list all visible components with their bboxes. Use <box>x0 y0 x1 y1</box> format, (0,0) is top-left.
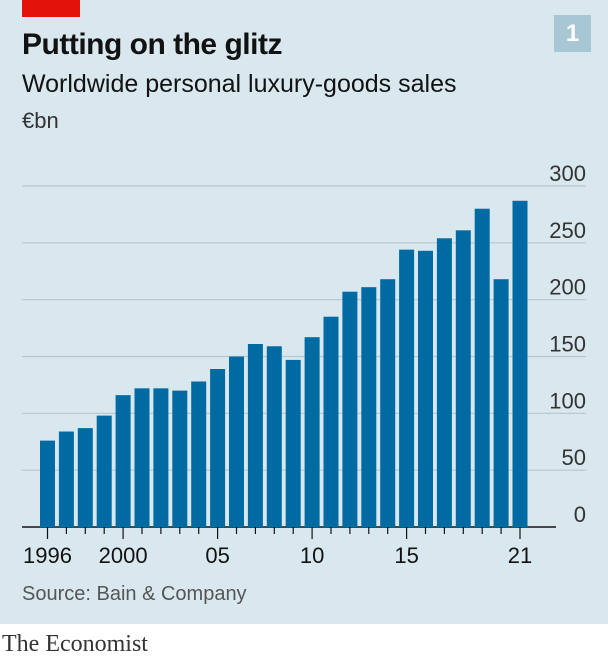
bar-2019 <box>474 208 490 527</box>
bar-2012 <box>342 291 358 527</box>
bar-2011 <box>323 316 339 527</box>
source-note: Source: Bain & Company <box>22 583 247 605</box>
chart-unit: €bn <box>22 108 59 133</box>
y-tick-labels: 0 50 100 150 200 250 300 <box>549 161 586 527</box>
bars <box>40 200 528 528</box>
y-tick-label: 300 <box>549 161 586 186</box>
bar-2021 <box>512 200 528 527</box>
publisher-logo: The Economist <box>2 631 148 657</box>
x-tick-label: 1996 <box>23 543 72 568</box>
bar-1999 <box>96 415 112 527</box>
x-tick-label: 05 <box>205 543 229 568</box>
bar-2020 <box>493 279 509 527</box>
x-tick-label: 15 <box>394 543 418 568</box>
y-tick-label: 200 <box>549 275 586 300</box>
bar-2014 <box>380 279 396 527</box>
bar-2000 <box>115 395 131 527</box>
chart-subtitle: Worldwide personal luxury-goods sales <box>22 70 457 98</box>
x-tick-label: 10 <box>300 543 324 568</box>
y-tick-label: 150 <box>549 332 586 357</box>
bar-2015 <box>399 249 415 528</box>
bar-2016 <box>418 250 433 528</box>
y-tick-label: 50 <box>562 445 586 470</box>
bar-2017 <box>436 238 452 527</box>
bar-1996 <box>40 440 55 527</box>
bar-2006 <box>229 356 244 527</box>
x-tick-label: 21 <box>508 543 532 568</box>
x-tick-label: 2000 <box>99 543 148 568</box>
y-tick-label: 0 <box>574 502 586 527</box>
bar-2001 <box>134 388 150 527</box>
bar-2013 <box>361 287 377 527</box>
bar-1997 <box>58 431 74 527</box>
bar-1998 <box>77 428 93 527</box>
chart-number-badge: 1 <box>554 15 591 52</box>
bar-chart: 0 50 100 150 200 250 300 1996 2000 05 10 15 21 <box>22 161 586 568</box>
bar-2005 <box>210 369 226 527</box>
brand-red-tag <box>22 0 80 17</box>
y-tick-label: 100 <box>549 388 586 413</box>
bar-2008 <box>266 346 282 527</box>
bar-2004 <box>191 381 207 527</box>
x-tick-labels: 1996 2000 05 10 15 21 <box>23 527 532 568</box>
y-tick-label: 250 <box>549 218 586 243</box>
chart-title: Putting on the glitz <box>22 28 282 61</box>
bar-2002 <box>153 388 169 527</box>
bar-2009 <box>285 359 301 527</box>
bar-2003 <box>172 390 188 527</box>
bar-2018 <box>455 230 471 527</box>
bar-2007 <box>247 343 263 527</box>
bar-2010 <box>304 337 320 527</box>
